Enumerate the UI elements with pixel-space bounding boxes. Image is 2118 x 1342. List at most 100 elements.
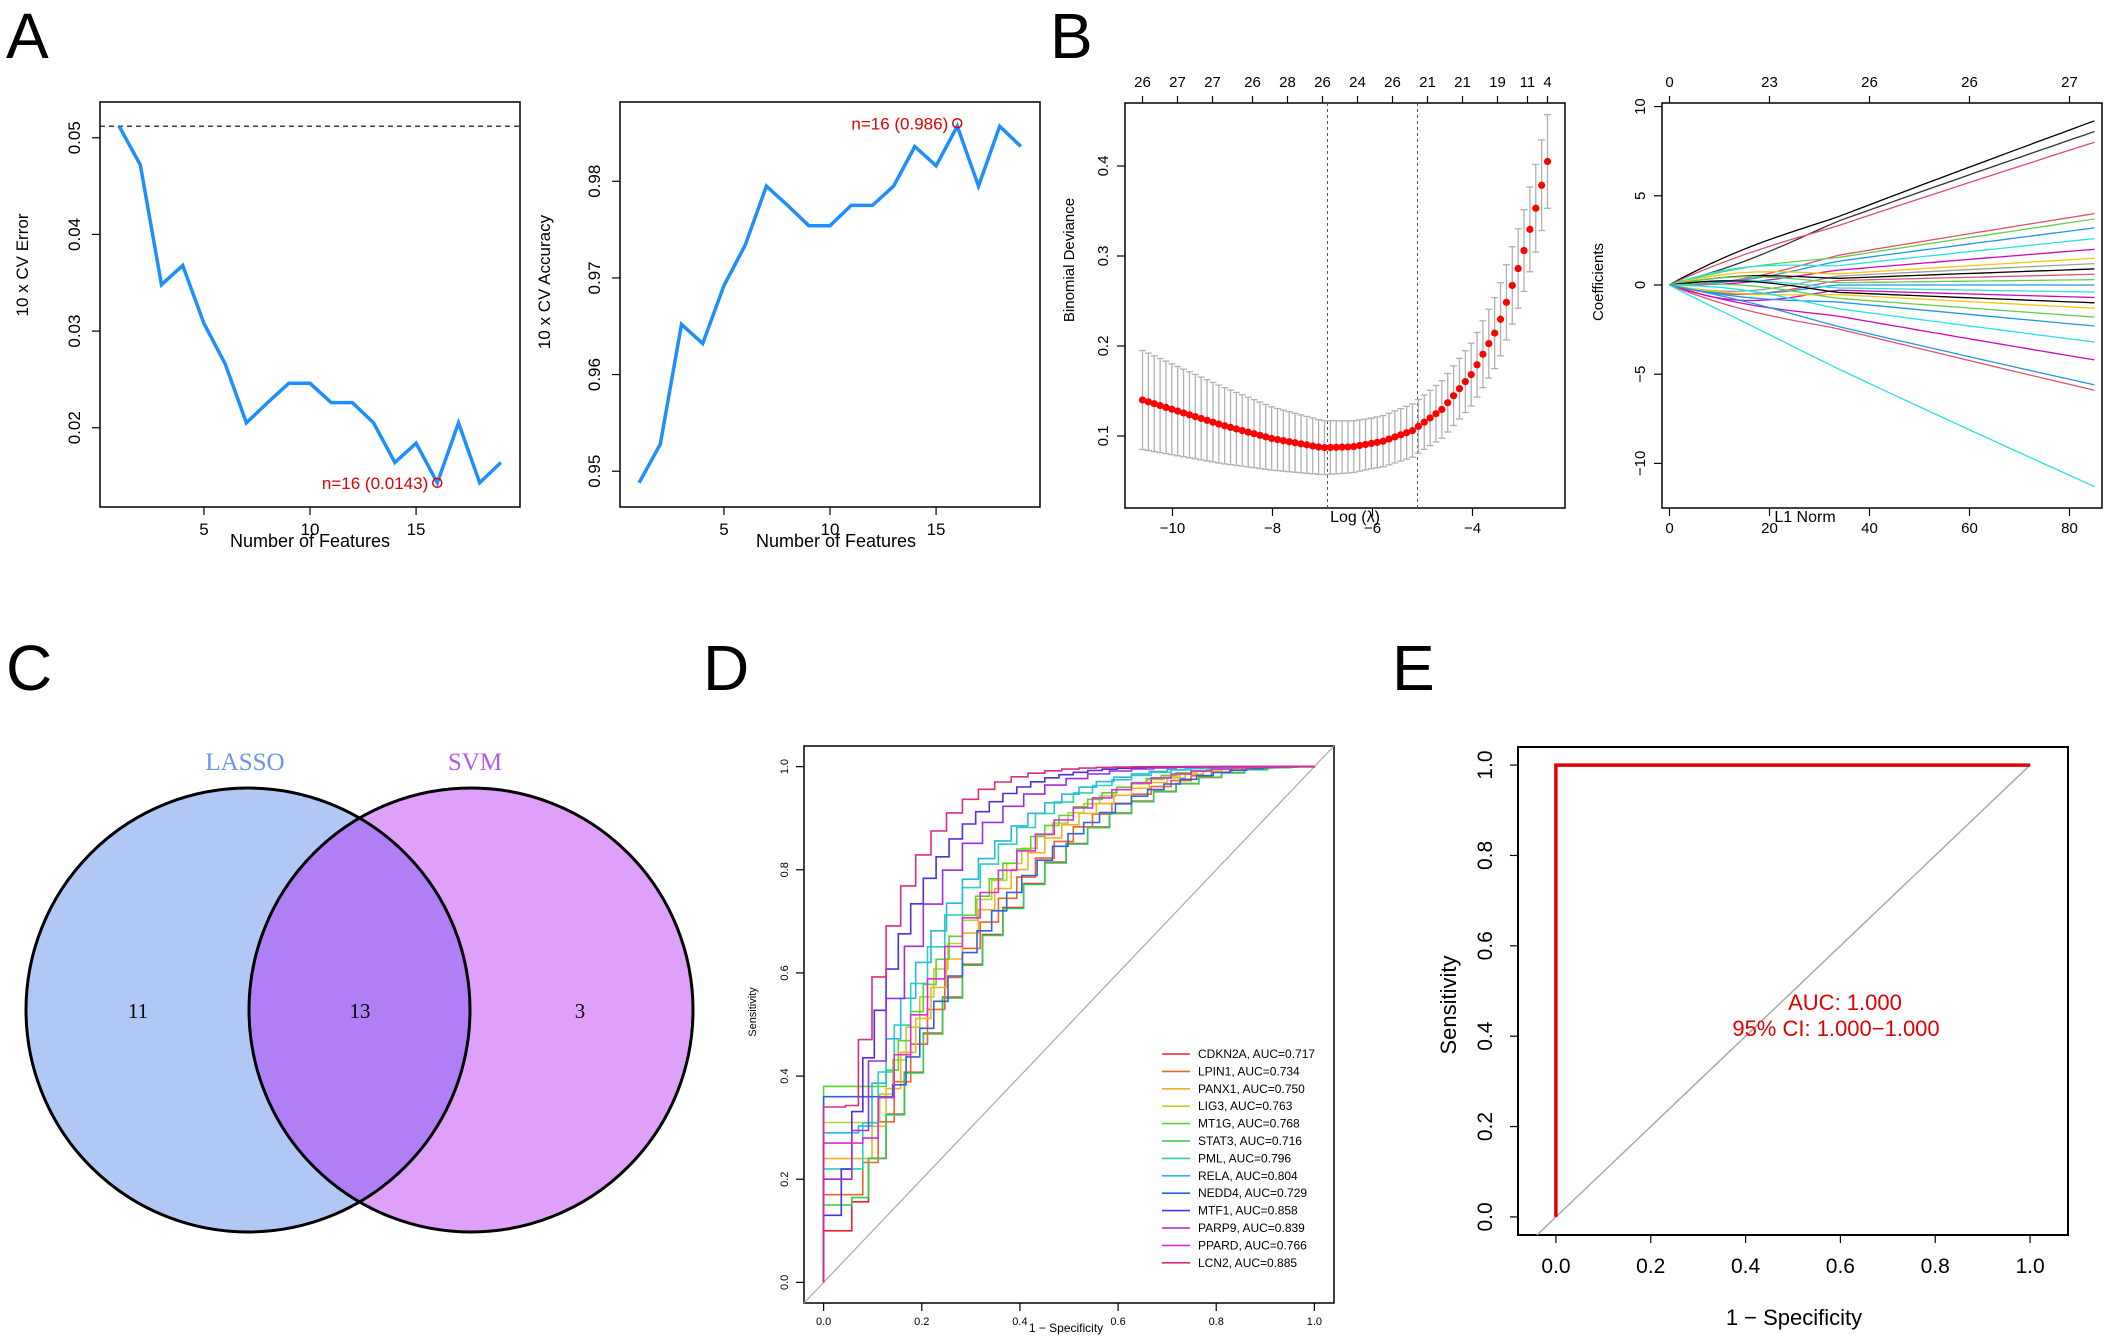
y-axis-label: Binomial Deviance [1061,198,1078,322]
x-tick-label: 0.4 [1731,1255,1761,1278]
coefficient-path [1669,237,2095,286]
coefficient-path [1669,257,2095,286]
deviance-point [1238,426,1246,435]
deviance-point [1479,350,1487,358]
max-point-marker [952,118,963,129]
top-tick-label: 26 [1384,74,1401,91]
x-axis-label: 1 − Specificity [1029,1321,1103,1335]
coefficient-path [1669,280,2095,304]
deviance-point [1156,401,1164,410]
deviance-point [1221,422,1229,430]
deviance-point [1150,400,1158,408]
panel-b-coefficients-chart: 0 20 40 60 80 −10 −5 0 5 10 0 23 26 26 27 L1 Norm Co… [1590,74,2103,537]
deviance-point [1309,442,1317,450]
x-tick-label: 5 [199,520,208,539]
auc-label: AUC: 1.000 [1788,990,1902,1015]
deviance-point [1373,438,1381,446]
deviance-point [1455,385,1464,393]
y-tick-label: 1.0 [779,759,791,774]
y-tick-label: −10 [1632,451,1649,476]
top-tick-label: 26 [1861,74,1878,91]
deviance-point [1403,429,1411,437]
deviance-point [1185,411,1194,419]
deviance-point [1226,423,1235,431]
coefficient-path [1669,141,2095,286]
deviance-point [1326,443,1334,452]
y-tick-label: 0.02 [65,411,84,444]
deviance-point [1268,434,1276,443]
deviance-point [1174,407,1182,415]
diagonal-reference [803,745,1335,1304]
deviance-point [1232,425,1241,433]
x-tick-label: 60 [1961,520,1978,537]
y-tick-label: 0.05 [65,121,84,154]
deviance-point [1461,378,1469,386]
y-tick-label: 0.6 [1474,931,1497,960]
venn-lasso-label: LASSO [205,749,284,776]
legend-entry: PANX1, AUC=0.750 [1198,1082,1305,1096]
deviance-point [1162,403,1170,411]
y-tick-label: 0.0 [1474,1202,1497,1231]
deviance-point [1191,413,1199,421]
x-tick-label: 15 [927,520,946,539]
y-tick-label: 0.97 [585,261,604,294]
deviance-point [1485,340,1493,348]
deviance-point [1209,418,1217,426]
legend-entry: PARP9, AUC=0.839 [1198,1221,1305,1235]
y-tick-label: 0.8 [1474,841,1497,870]
panel-letter-a: A [6,0,49,72]
y-tick-label: 0.4 [779,1068,791,1083]
panel-letter-d: D [703,632,749,704]
coefficient-path [1669,284,2095,343]
deviance-point [1285,438,1293,446]
x-tick-label: 0.0 [1541,1255,1570,1278]
deviance-point [1432,410,1440,418]
top-tick-label: 26 [1961,74,1978,91]
deviance-point [1496,315,1505,323]
x-tick-label: −4 [1464,520,1481,537]
y-tick-label: 0.4 [1474,1021,1497,1051]
y-tick-label: 10 [1632,98,1649,115]
venn-svm-outline [247,786,695,1234]
legend-entry: PML, AUC=0.796 [1198,1151,1291,1165]
coefficient-path [1669,284,2095,309]
legend-entry: NEDD4, AUC=0.729 [1198,1186,1307,1200]
x-tick-label: 40 [1861,520,1878,537]
deviance-point [1338,443,1346,451]
y-tick-label: 0.2 [779,1172,791,1187]
x-tick-label: 80 [2061,520,2078,537]
deviance-point [1320,444,1329,452]
accuracy-line [637,121,1023,484]
deviance-point [1408,427,1417,435]
venn-lasso-outline [24,786,472,1234]
deviance-point [1262,433,1270,441]
x-tick-label: 10 [301,520,320,539]
y-axis-label: Coefficients [1590,243,1607,321]
top-tick-label: 21 [1419,74,1436,91]
plot-frame [803,745,1335,1304]
x-tick-label: 15 [407,520,426,539]
x-axis-label: Log (λ) [1330,509,1380,526]
coefficient-path [1669,284,2095,327]
top-tick-label: 26 [1314,74,1331,91]
x-tick-label: 0.2 [1636,1255,1665,1278]
deviance-point [1543,157,1552,166]
deviance-point [1414,422,1422,430]
coefficient-path [1669,283,2095,318]
x-tick-label: 0 [1665,520,1673,537]
deviance-point [1520,246,1528,255]
top-tick-label: 0 [1665,74,1673,91]
venn-both-count: 13 [350,999,371,1023]
x-tick-label: −10 [1160,520,1185,537]
x-tick-label: 0.4 [1012,1316,1027,1328]
roc-curve [822,765,1316,1283]
deviance-point [1332,443,1340,451]
coefficient-path [1669,284,2095,386]
y-tick-label: 0.8 [779,862,791,877]
y-tick-label: 0.04 [65,218,84,251]
error-line [117,125,503,488]
deviance-point [1514,264,1522,273]
y-tick-label: 0.3 [1095,246,1112,267]
x-tick-label: 1.0 [1307,1316,1322,1328]
